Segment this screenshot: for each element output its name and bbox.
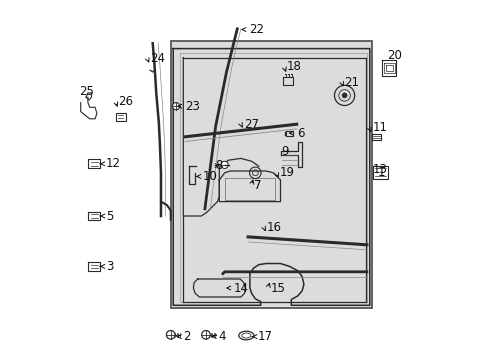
Text: 1: 1 [377,166,385,179]
Text: 15: 15 [270,282,285,294]
Text: 18: 18 [286,60,301,73]
Text: 20: 20 [386,49,402,62]
Text: 2: 2 [183,330,190,343]
Text: 19: 19 [279,166,294,179]
Text: 6: 6 [296,127,304,140]
Text: 8: 8 [215,159,222,172]
Bar [115,113,125,121]
Text: 10: 10 [203,170,218,183]
Text: 23: 23 [185,100,200,113]
Bar [170,41,371,308]
Text: 24: 24 [150,52,165,65]
Text: 27: 27 [244,118,258,131]
Text: 4: 4 [218,330,225,343]
Text: 7: 7 [254,179,261,192]
Text: 16: 16 [266,221,281,234]
Text: 13: 13 [371,163,386,176]
Text: 25: 25 [79,85,94,98]
Text: 22: 22 [248,23,264,36]
Text: 9: 9 [280,145,288,158]
Text: 12: 12 [106,157,121,170]
Text: 21: 21 [344,76,359,89]
Text: 3: 3 [106,260,113,273]
Circle shape [166,330,175,339]
Text: 17: 17 [257,330,272,343]
Circle shape [172,103,179,110]
Text: 14: 14 [233,282,248,294]
Circle shape [342,93,346,98]
Text: 11: 11 [371,121,386,134]
Circle shape [201,330,210,339]
Text: 5: 5 [106,210,113,222]
Circle shape [221,161,228,168]
Text: 26: 26 [118,95,133,108]
